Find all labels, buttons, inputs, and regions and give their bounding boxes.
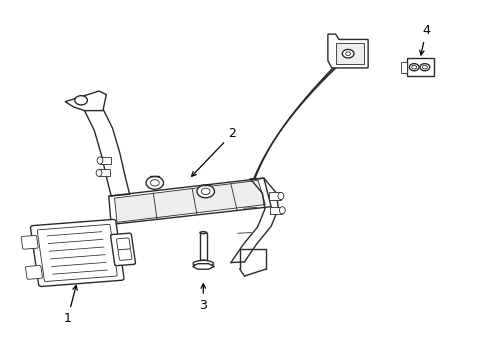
- Polygon shape: [114, 180, 265, 222]
- Circle shape: [411, 66, 416, 69]
- Circle shape: [408, 64, 418, 71]
- Ellipse shape: [200, 260, 206, 262]
- FancyBboxPatch shape: [116, 238, 130, 250]
- Text: 2: 2: [191, 127, 236, 176]
- FancyBboxPatch shape: [118, 249, 132, 260]
- FancyArrowPatch shape: [50, 255, 105, 259]
- Ellipse shape: [200, 232, 206, 234]
- FancyBboxPatch shape: [110, 233, 135, 266]
- Circle shape: [75, 96, 87, 105]
- Polygon shape: [406, 58, 433, 76]
- Ellipse shape: [193, 260, 213, 267]
- Text: 4: 4: [419, 24, 429, 55]
- FancyArrowPatch shape: [49, 247, 104, 251]
- Ellipse shape: [97, 157, 102, 164]
- Circle shape: [422, 66, 427, 69]
- Circle shape: [419, 64, 429, 71]
- FancyBboxPatch shape: [25, 266, 42, 279]
- FancyArrowPatch shape: [53, 270, 107, 274]
- Circle shape: [345, 52, 350, 55]
- Text: 1: 1: [63, 285, 77, 325]
- Polygon shape: [192, 264, 214, 269]
- Polygon shape: [99, 169, 110, 176]
- FancyArrowPatch shape: [47, 232, 102, 236]
- Text: 3: 3: [199, 284, 207, 312]
- Circle shape: [150, 180, 159, 186]
- FancyBboxPatch shape: [37, 224, 117, 282]
- Polygon shape: [327, 34, 367, 68]
- Ellipse shape: [96, 169, 102, 176]
- Polygon shape: [108, 178, 271, 225]
- Polygon shape: [400, 62, 406, 72]
- Circle shape: [201, 188, 210, 195]
- Circle shape: [197, 185, 214, 198]
- Polygon shape: [335, 43, 364, 64]
- Polygon shape: [270, 207, 282, 214]
- Polygon shape: [100, 157, 111, 164]
- Polygon shape: [65, 91, 106, 111]
- FancyBboxPatch shape: [21, 235, 38, 249]
- Ellipse shape: [277, 193, 283, 199]
- FancyArrowPatch shape: [48, 239, 103, 244]
- Ellipse shape: [279, 207, 285, 214]
- FancyArrowPatch shape: [51, 262, 106, 266]
- Circle shape: [146, 176, 163, 189]
- Polygon shape: [268, 193, 280, 199]
- Circle shape: [342, 49, 353, 58]
- FancyBboxPatch shape: [30, 220, 124, 287]
